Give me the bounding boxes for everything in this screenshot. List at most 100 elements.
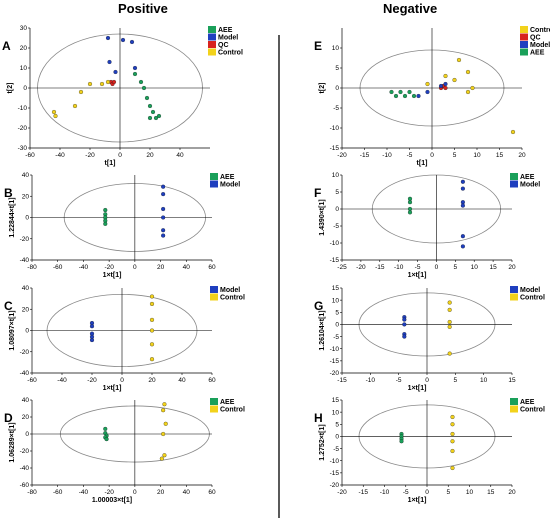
point-control: [99, 81, 105, 87]
legend-label-control: Control: [220, 295, 245, 302]
x-tick-label: 0: [133, 264, 137, 271]
legend-label-qc: QC: [218, 42, 229, 49]
point-control: [470, 85, 475, 91]
y-tick-label: 40: [22, 172, 30, 179]
point-model: [460, 186, 465, 191]
point-control: [149, 301, 155, 306]
legend-swatch-aee: [510, 173, 518, 180]
point-control: [149, 294, 155, 299]
y-tick-label: 5: [335, 65, 339, 72]
legend-swatch-control: [208, 48, 216, 56]
point-control: [161, 408, 166, 413]
y-tick-label: 0: [335, 85, 339, 92]
x-tick-label: 40: [176, 152, 184, 159]
y-tick-label: -10: [330, 346, 340, 353]
legend-label-aee: AEE: [220, 399, 235, 406]
y-tick-label: 10: [332, 172, 340, 179]
y-tick-label: 15: [332, 285, 340, 292]
x-axis-label: 1×t[1]: [408, 272, 427, 279]
point-model: [402, 322, 407, 327]
y-tick-label: 5: [335, 189, 339, 196]
x-axis-label: 1×t[1]: [408, 497, 427, 504]
x-tick-label: -80: [27, 489, 37, 496]
y-axis-label: 1.22844×t[1]: [9, 197, 16, 237]
x-tick-label: 10: [480, 377, 488, 384]
legend-swatch-model: [520, 41, 528, 48]
point-model: [402, 334, 407, 339]
point-control: [447, 300, 452, 305]
y-tick-label: -15: [330, 257, 340, 264]
point-aee: [393, 93, 399, 99]
x-tick-label: 5: [454, 377, 458, 384]
legend-swatch-aee: [208, 26, 216, 33]
x-tick-label: 0: [133, 489, 137, 496]
legend-swatch-aee: [520, 48, 528, 56]
point-control: [149, 328, 155, 333]
point-aee: [103, 426, 108, 431]
legend-label-model: Model: [530, 42, 550, 49]
panel-letter: G: [314, 299, 323, 313]
x-tick-label: 40: [183, 489, 191, 496]
point-model: [161, 206, 166, 212]
point-control: [465, 89, 471, 95]
legend-swatch-control: [520, 26, 528, 33]
point-aee: [389, 89, 394, 95]
legend-label-model: Model: [520, 182, 540, 189]
x-tick-label: -5: [415, 264, 421, 271]
point-control: [447, 319, 452, 325]
legend-swatch-control: [210, 293, 218, 301]
point-model: [425, 89, 430, 95]
legend-swatch-model: [208, 33, 216, 41]
point-model: [107, 59, 112, 65]
point-control: [53, 113, 58, 119]
panel-c: C-60 -40 -20 0 20 40 60-40-20020401×t[1]1.0809…: [4, 285, 245, 392]
x-tick-label: -40: [79, 264, 89, 271]
x-axis-label: 1×t[1]: [103, 385, 122, 392]
x-tick-label: -60: [27, 377, 37, 384]
panel-letter: F: [314, 186, 321, 200]
panel-a: A -60 -40 -20 0 20 40 -30 -20 -10 0 10 20 30 t[1] t[2] A…: [2, 25, 243, 167]
point-model: [416, 93, 421, 99]
x-tick-label: 0: [120, 377, 124, 384]
x-tick-label: 20: [157, 264, 165, 271]
point-control: [447, 307, 452, 312]
point-model: [460, 179, 465, 184]
y-tick-label: -15: [330, 145, 340, 152]
y-tick-label: 20: [22, 193, 30, 200]
point-control: [149, 342, 155, 347]
point-control: [425, 81, 430, 87]
point-aee: [407, 89, 412, 95]
x-tick-label: 20: [518, 152, 526, 159]
legend-label-model: Model: [520, 287, 540, 294]
x-tick-label: -10: [366, 377, 376, 384]
x-tick-label: -20: [104, 489, 114, 496]
panel-h: H -20 -15 -10 -5 0 5 10 15 20 -20 -15 -10 -5 0 5 10 15 1×t…: [314, 397, 545, 504]
x-tick-label: -15: [375, 264, 385, 271]
x-tick-label: -20: [104, 264, 114, 271]
point-aee: [407, 196, 413, 201]
x-tick-label: 15: [496, 152, 504, 159]
y-tick-label: 0: [23, 85, 27, 92]
x-tick-label: 5: [446, 489, 450, 496]
point-aee: [141, 85, 147, 91]
point-aee: [103, 221, 108, 226]
x-tick-label: 20: [157, 489, 165, 496]
x-tick-label: 60: [208, 377, 216, 384]
legend-label-control: Control: [520, 407, 545, 414]
negative-header: Negative: [383, 1, 437, 16]
point-aee: [153, 115, 159, 121]
point-aee: [147, 103, 153, 109]
y-tick-label: -20: [330, 370, 340, 377]
y-tick-label: -5: [333, 105, 339, 112]
x-axis-label: 1×t[1]: [103, 272, 122, 279]
x-tick-label: -10: [382, 152, 392, 159]
point-aee: [144, 95, 150, 101]
point-model: [161, 215, 166, 220]
point-model: [161, 233, 166, 238]
point-control: [149, 357, 155, 362]
point-model: [443, 81, 448, 87]
x-tick-label: -5: [407, 152, 413, 159]
x-tick-label: -10: [380, 489, 390, 496]
y-tick-label: -10: [330, 240, 340, 247]
